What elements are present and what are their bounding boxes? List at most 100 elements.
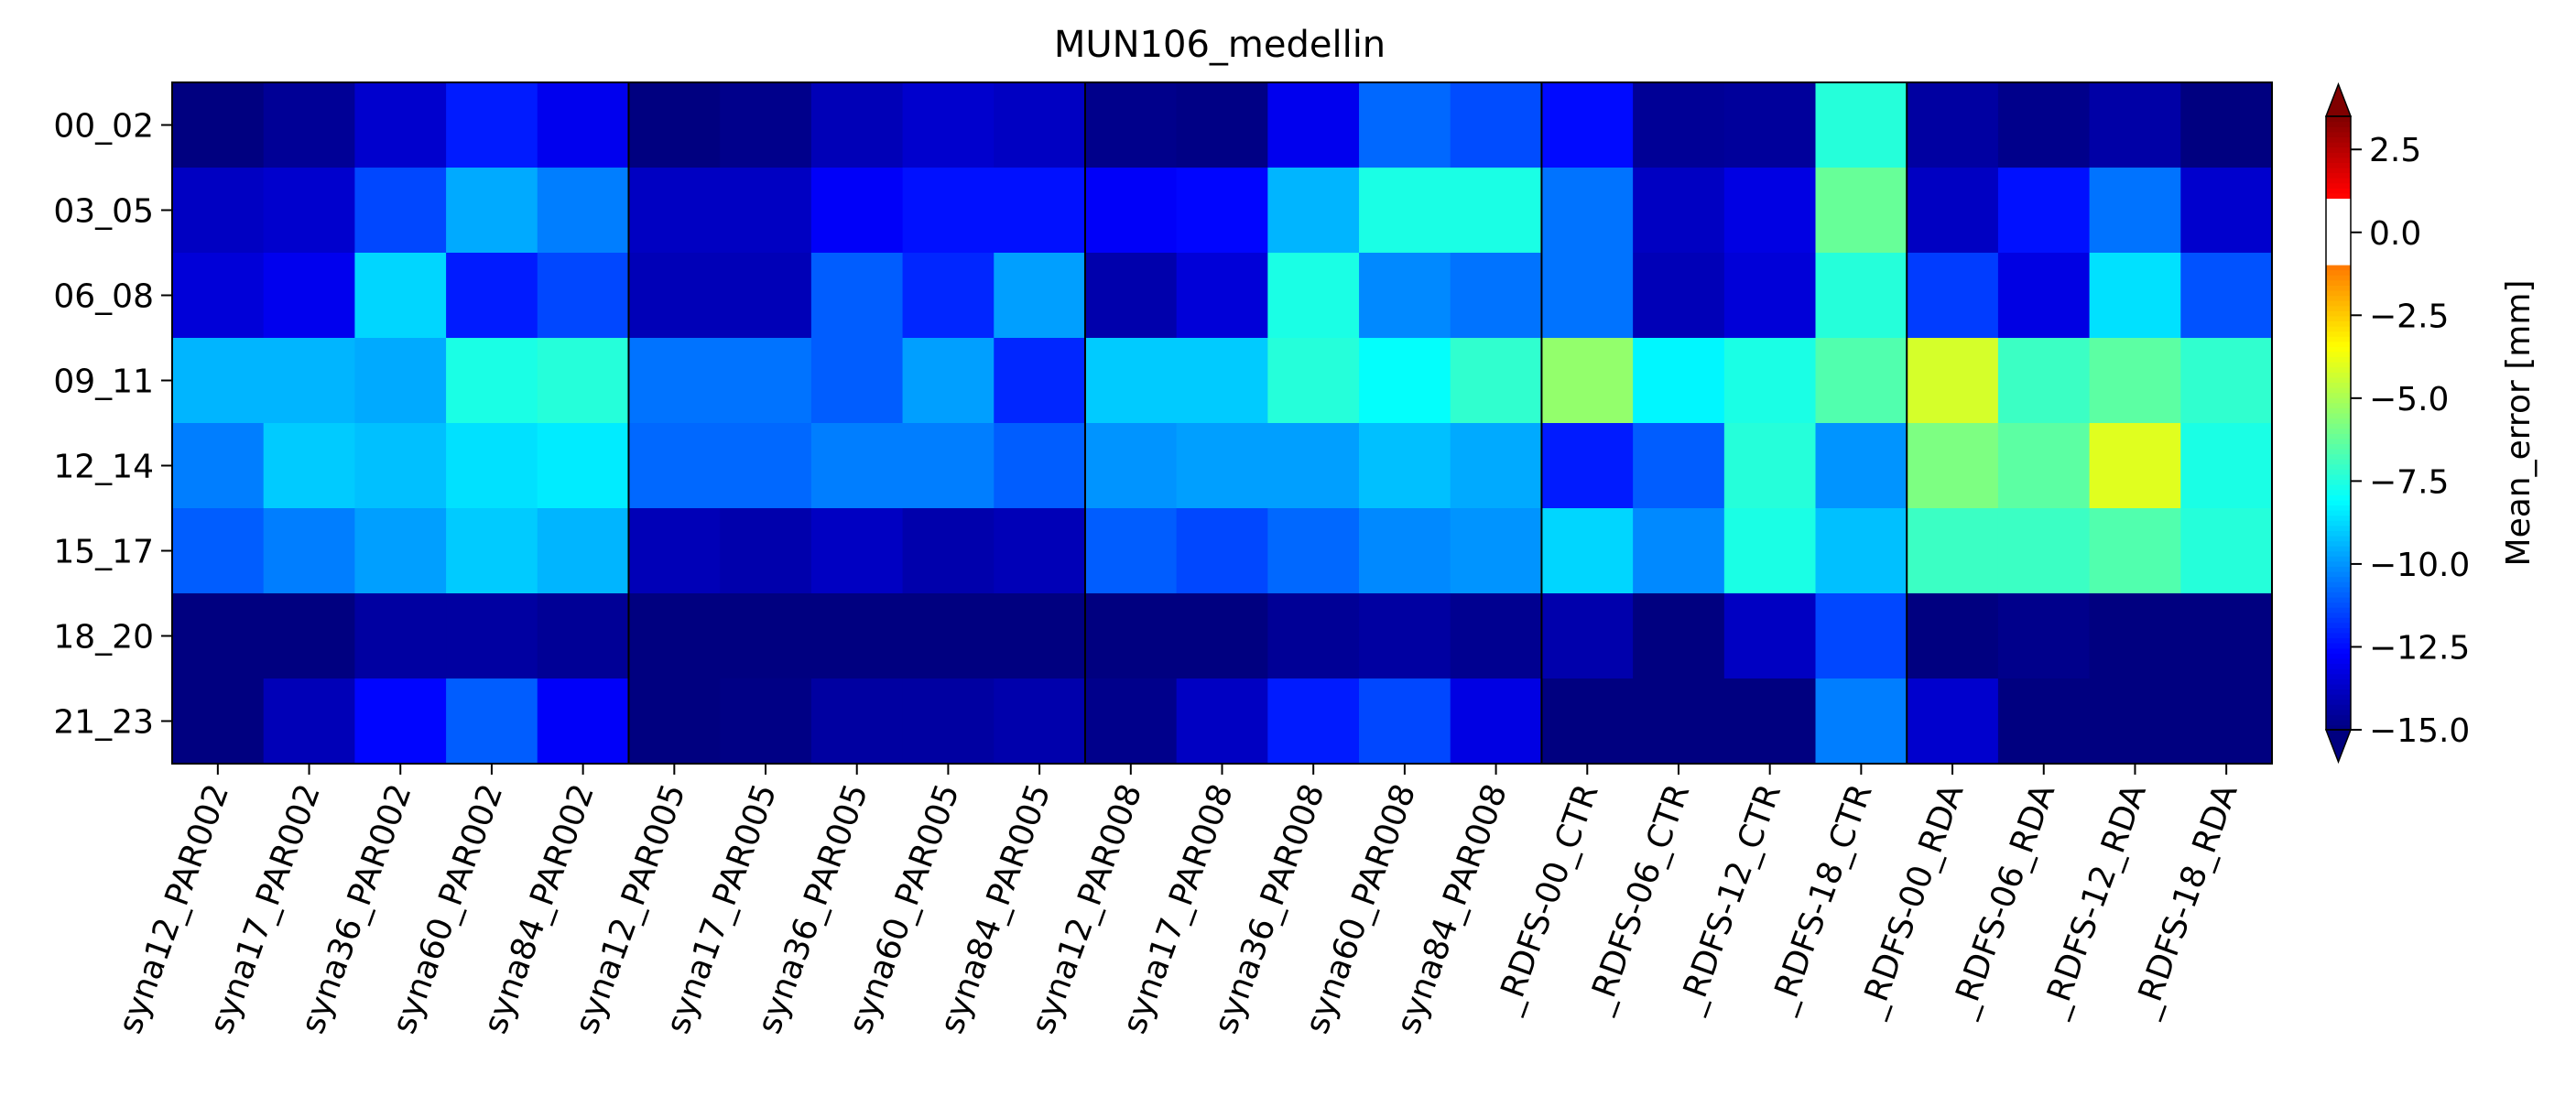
colorbar-tick-label: −7.5 [2369, 463, 2449, 501]
colorbar-segment [2326, 336, 2351, 342]
heatmap-cell [446, 678, 538, 765]
heatmap-cell [1541, 82, 1634, 168]
heatmap-cell [446, 508, 538, 594]
heatmap-cell [1176, 338, 1268, 424]
heatmap-cell [628, 423, 721, 509]
heatmap-cell [1541, 338, 1634, 424]
heatmap-cell [172, 338, 265, 424]
colorbar-segment [2326, 612, 2351, 618]
heatmap-cell [446, 168, 538, 254]
colorbar-segment [2326, 300, 2351, 307]
colorbar-frame [2325, 115, 2352, 731]
colorbar-segment [2326, 121, 2351, 127]
colorbar-segment [2326, 704, 2351, 711]
heatmap-cell [720, 678, 812, 765]
heatmap-cell [1084, 508, 1178, 594]
y-tick-label: 15_17 [53, 534, 154, 571]
heatmap-cell [446, 423, 538, 509]
heatmap-cell [1359, 253, 1451, 339]
heatmap-cell [720, 593, 812, 679]
heatmap-cell [1723, 593, 1817, 679]
y-tick-label: 00_02 [53, 108, 154, 146]
heatmap-cell [1176, 508, 1268, 594]
heatmap-cell [2180, 253, 2273, 339]
heatmap-cell [810, 423, 904, 509]
heatmap-cell [1815, 593, 1908, 679]
colorbar-segment [2326, 178, 2351, 184]
heatmap-cell [2089, 508, 2181, 594]
y-tick-label: 09_11 [53, 364, 154, 401]
heatmap-cell [902, 338, 995, 424]
heatmap-cell [1176, 593, 1268, 679]
colorbar-segment [2326, 453, 2351, 460]
colorbar-segment [2326, 392, 2351, 398]
colorbar-segment [2326, 320, 2351, 327]
group-separators [627, 82, 1908, 764]
colorbar-segment [2326, 632, 2351, 639]
heatmap-cell [1633, 82, 1725, 168]
heatmap-cell [628, 82, 721, 168]
heatmap-cell [1723, 508, 1817, 594]
heatmap-cell [810, 168, 904, 254]
heatmap-cell [2089, 423, 2181, 509]
colorbar-segment [2326, 341, 2351, 347]
colorbar-segment [2326, 560, 2351, 568]
heatmap-cell [628, 508, 721, 594]
heatmap-cell [1541, 593, 1634, 679]
heatmap-cell [628, 593, 721, 679]
heatmap-cell [537, 678, 630, 765]
colorbar-segment [2326, 499, 2351, 506]
colorbar-segment [2326, 412, 2351, 419]
heatmap-cell [263, 508, 355, 594]
colorbar-tick-label: 0.0 [2369, 215, 2421, 253]
heatmap-cell [1267, 593, 1360, 679]
heatmap-cell [2089, 82, 2181, 168]
colorbar-segment [2326, 228, 2351, 235]
colorbar-segment [2326, 448, 2351, 455]
colorbar-segment [2326, 162, 2351, 168]
y-tick-label: 06_08 [53, 278, 154, 316]
colorbar-segment [2326, 275, 2351, 281]
colorbar-segment [2326, 254, 2351, 261]
heatmap-cell [628, 678, 721, 765]
heatmap-cell [1997, 508, 2091, 594]
y-axis-ticks: 00_02 03_05 06_08 09_11 12_14 15_17 18_20 21_23 [53, 108, 172, 742]
colorbar-segment [2326, 469, 2351, 475]
heatmap-cell [354, 678, 447, 765]
heatmap-cell [172, 593, 265, 679]
colorbar-segment [2326, 157, 2351, 163]
heatmap-cell [902, 82, 995, 168]
colorbar-label: Mean_error [mm] [2500, 280, 2538, 567]
colorbar-tick-label: −12.5 [2369, 629, 2470, 667]
colorbar-segment [2326, 192, 2351, 200]
colorbar-segment [2326, 581, 2351, 588]
colorbar-segment [2326, 372, 2351, 378]
heatmap-cell [1907, 253, 1999, 339]
colorbar-tick-label: −15.0 [2369, 712, 2470, 750]
heatmap-cell [2180, 423, 2273, 509]
heatmap-cell [1723, 253, 1817, 339]
colorbar-segment [2326, 356, 2351, 363]
heatmap-cell [720, 253, 812, 339]
colorbar-segment [2326, 423, 2351, 429]
heatmap-cell [2089, 168, 2181, 254]
colorbar-segment [2326, 459, 2351, 465]
colorbar-segment [2326, 479, 2351, 485]
colorbar-segment [2326, 689, 2351, 695]
heatmap-cell [1633, 338, 1725, 424]
heatmap-cell [902, 253, 995, 339]
heatmap-cell [263, 678, 355, 765]
heatmap-cell [1997, 678, 2091, 765]
colorbar-segment [2326, 346, 2351, 353]
colorbar-segment [2326, 673, 2351, 679]
heatmap-cell [2180, 508, 2273, 594]
heatmap-cell [1450, 338, 1543, 424]
colorbar-segment [2326, 407, 2351, 414]
colorbar-segment [2326, 310, 2351, 317]
heatmap-cell [1633, 678, 1725, 765]
heatmap-cell [1723, 338, 1817, 424]
x-axis-ticks: syna12_PAR002syna17_PAR002syna36_PAR002s… [112, 764, 2245, 1038]
colorbar-segment [2326, 668, 2351, 675]
heatmap-cell [446, 253, 538, 339]
heatmap-cell [1815, 678, 1908, 765]
